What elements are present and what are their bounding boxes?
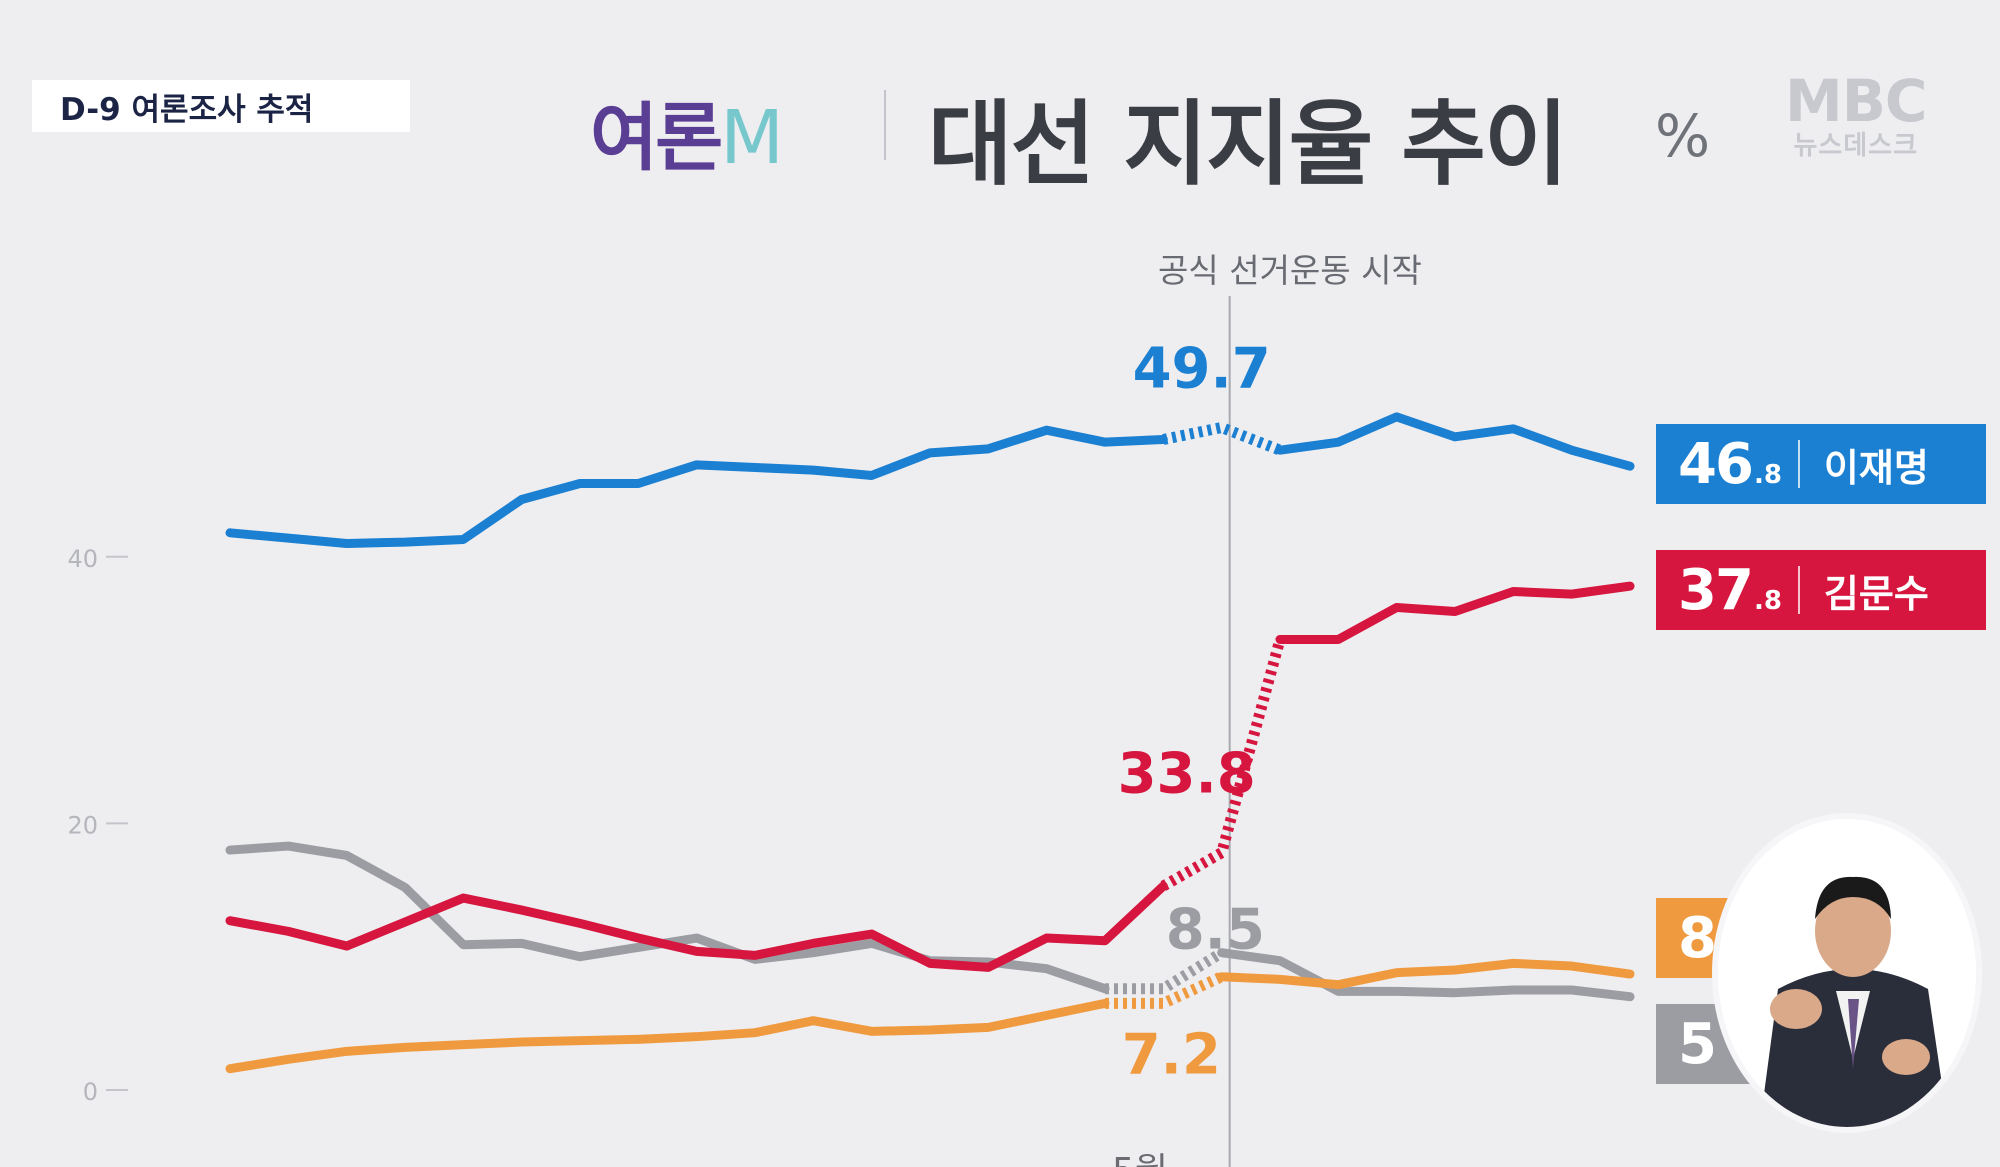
series-bridge-series-2 (1105, 971, 1224, 1009)
end-value: 8 (1678, 905, 1717, 971)
series-line-김문수-before (225, 881, 1168, 972)
gap-value-label: 7.2 (1122, 1022, 1221, 1087)
data-labels: 49.7 33.8 7.2 8.5 (1118, 336, 1271, 1087)
end-value: 5 (1678, 1011, 1717, 1077)
y-tick-label: 20 (67, 811, 98, 839)
series-line-이재명-after (1275, 412, 1635, 471)
series-name: 김문수 (1823, 571, 1929, 616)
series-line-series-2-before (225, 998, 1110, 1074)
series-name: 이재명 (1823, 445, 1929, 490)
broadcaster-logo: MBC 뉴스데스크 (1785, 72, 1927, 162)
x-axis-label: 5월 (1112, 1151, 1168, 1167)
end-label-divider (1797, 440, 1800, 488)
program-tag-text: D-9 여론조사 추적 (60, 91, 314, 128)
campaign-start-annotation: 공식 선거운동 시작 (1158, 251, 1422, 290)
sign-language-interpreter (1712, 813, 1982, 1133)
brand-line2: 뉴스데스크 (1793, 131, 1919, 161)
series-line-series-3-after (1217, 948, 1635, 1002)
logo-main: 여론 (590, 95, 723, 181)
series-lines (225, 412, 1635, 1074)
interpreter-figure (1718, 819, 1976, 1127)
title-divider (884, 90, 886, 160)
title-unit: % (1655, 102, 1711, 170)
y-tick-label: 0 (83, 1078, 98, 1106)
logo-accent: M (720, 95, 784, 181)
end-label-김문수: 37.8 김문수 (1656, 550, 1986, 630)
program-tag: D-9 여론조사 추적 (32, 80, 410, 132)
end-label-이재명: 46.8 이재명 (1656, 424, 1986, 504)
series-line-series-2-after (1217, 958, 1635, 990)
series-line-이재명-before (225, 425, 1168, 548)
gap-value-label: 33.8 (1118, 742, 1256, 807)
series-bridge-series-3 (1105, 948, 1225, 995)
end-value: 37 (1678, 557, 1754, 623)
y-tick-label: 40 (67, 545, 98, 573)
brand-line1: MBC (1785, 67, 1927, 135)
series-bridge-이재명 (1162, 421, 1282, 456)
gap-value-label: 49.7 (1133, 336, 1271, 401)
y-axis: 40 20 0 5월 (67, 296, 1231, 1167)
poll-logo: 여론M (590, 78, 784, 185)
chart-title: 대선 지지율 추이 (928, 91, 1569, 198)
end-label-divider (1797, 566, 1800, 614)
end-decimal: .8 (1753, 460, 1782, 490)
gap-value-label: 8.5 (1166, 898, 1265, 963)
end-decimal: .8 (1753, 586, 1782, 616)
series-line-김문수-after (1275, 581, 1635, 644)
end-value: 46 (1678, 431, 1754, 497)
